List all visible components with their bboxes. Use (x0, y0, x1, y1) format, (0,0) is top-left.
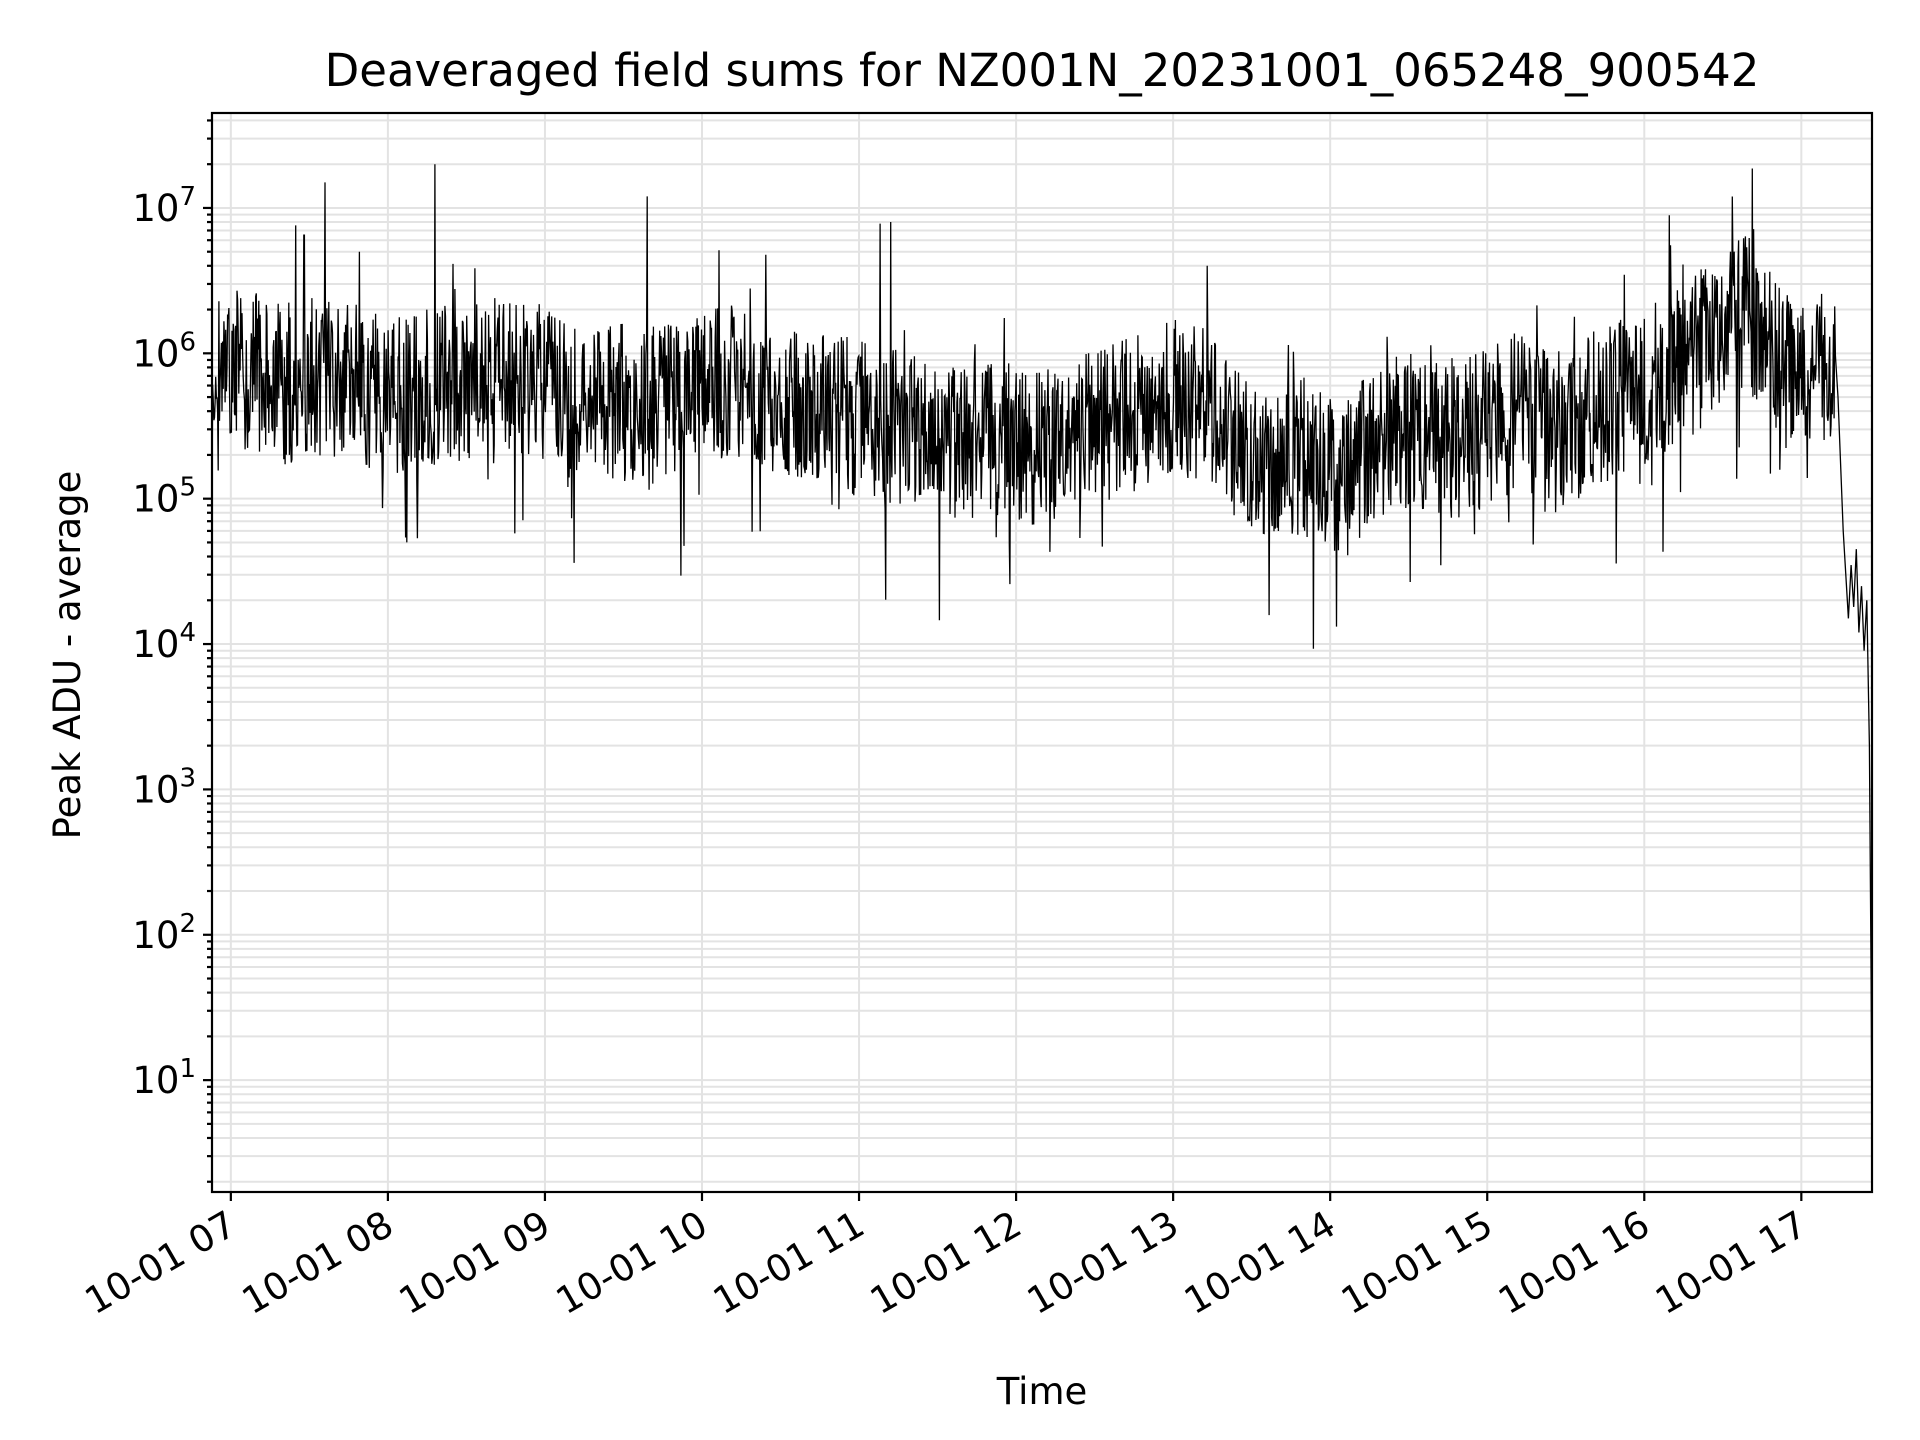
y-tick-label: 105 (132, 473, 196, 521)
chart-title: Deaveraged field sums for NZ001N_2023100… (325, 44, 1760, 97)
y-tick-label: 104 (132, 618, 196, 666)
y-tick-label: 102 (132, 909, 196, 957)
y-tick-label: 107 (132, 182, 196, 230)
y-axis-label: Peak ADU - average (46, 471, 89, 840)
x-tick-label: 10-01 10 (549, 1203, 715, 1323)
x-tick-label: 10-01 12 (863, 1203, 1029, 1323)
x-tick-label: 10-01 07 (78, 1203, 244, 1323)
x-tick-label: 10-01 17 (1648, 1203, 1814, 1323)
axis-ticks (203, 119, 1803, 1201)
data-series (211, 164, 1873, 1147)
x-tick-label: 10-01 13 (1020, 1203, 1186, 1323)
y-tick-label: 101 (132, 1054, 196, 1102)
x-tick-label: 10-01 09 (392, 1203, 558, 1323)
grid (212, 113, 1872, 1192)
x-tick-label: 10-01 08 (235, 1203, 401, 1323)
x-tick-label: 10-01 11 (706, 1203, 872, 1323)
x-tick-label: 10-01 15 (1334, 1203, 1500, 1323)
y-tick-label: 103 (132, 763, 196, 811)
x-axis-label: Time (996, 1370, 1088, 1413)
series-line (211, 164, 1873, 1147)
y-tick-label: 106 (132, 327, 196, 375)
x-tick-label: 10-01 16 (1491, 1203, 1657, 1323)
plot-frame (210, 111, 1874, 1194)
x-tick-label: 10-01 14 (1177, 1203, 1343, 1323)
